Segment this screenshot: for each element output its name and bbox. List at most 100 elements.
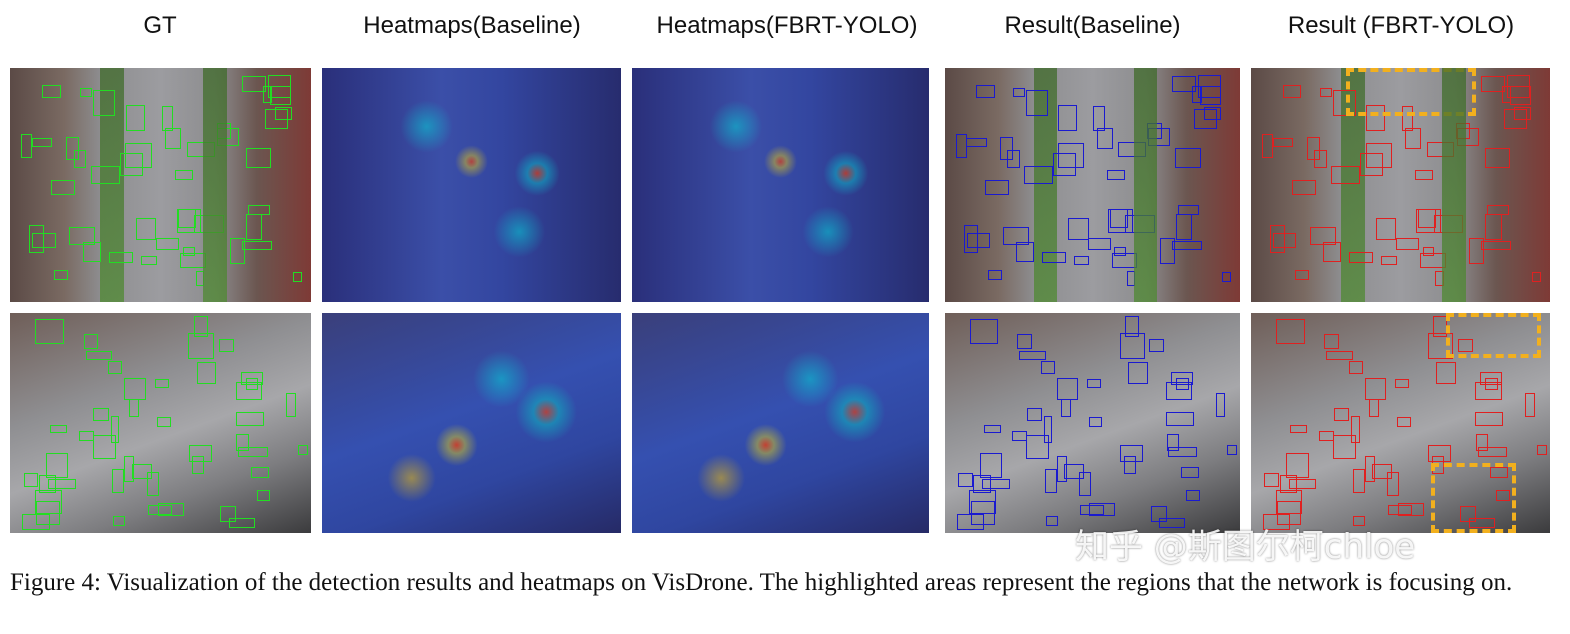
detection-box — [79, 87, 92, 97]
detection-box — [1003, 226, 1029, 246]
detection-box — [1150, 505, 1167, 523]
detection-box — [1058, 105, 1078, 131]
detection-box — [1177, 204, 1200, 215]
detection-box — [82, 242, 101, 262]
detection-box — [36, 500, 61, 526]
detection-box — [1264, 472, 1280, 488]
detection-box — [999, 137, 1013, 161]
detection-box — [93, 408, 109, 421]
detection-box — [1080, 504, 1105, 515]
detection-box — [1291, 179, 1316, 195]
detection-box — [1477, 447, 1507, 457]
detection-box — [49, 424, 67, 434]
detection-box — [1194, 108, 1218, 129]
detection-box — [1422, 246, 1435, 257]
detection-box — [1007, 149, 1020, 168]
detection-box — [192, 456, 205, 475]
header-heatmaps-fbrt: Heatmaps(FBRT-YOLO) — [656, 12, 918, 39]
detection-box — [1227, 445, 1238, 456]
detection-box — [956, 134, 967, 158]
detection-box — [1272, 137, 1294, 147]
detection-box — [1269, 225, 1285, 254]
detection-box — [32, 233, 56, 248]
detection-box — [1436, 362, 1457, 384]
detection-box — [1279, 475, 1298, 493]
detection-box — [1026, 89, 1049, 116]
detection-box — [125, 105, 145, 131]
detection-box — [1309, 226, 1336, 246]
detection-box — [1333, 89, 1356, 116]
detection-box — [1428, 445, 1452, 462]
detection-box — [1428, 332, 1454, 360]
detection-box — [1159, 518, 1186, 528]
detection-box — [1372, 464, 1393, 480]
detection-box — [1395, 379, 1409, 388]
detection-box — [1509, 85, 1531, 105]
detection-box — [1331, 165, 1361, 185]
watermark: 知乎 @斯图尔柯chloe — [1075, 527, 1416, 567]
detection-box — [1414, 170, 1434, 181]
detection-box — [1469, 238, 1485, 264]
detection-box — [1368, 398, 1379, 417]
detection-box — [1093, 106, 1106, 131]
detection-box — [1525, 392, 1536, 417]
detection-box — [240, 372, 263, 385]
panel-heatmap-baseline-row1 — [322, 68, 621, 302]
detection-box — [1426, 141, 1455, 158]
detection-box — [1168, 447, 1198, 457]
highlight-region — [1431, 463, 1516, 533]
detection-box — [175, 170, 194, 181]
detection-box — [1123, 456, 1136, 475]
detection-box — [1124, 316, 1139, 337]
detection-box — [35, 318, 64, 345]
detection-box — [1481, 240, 1512, 251]
detection-box — [53, 270, 69, 281]
detection-box — [1127, 362, 1148, 384]
detection-box — [125, 142, 152, 168]
detection-box — [48, 478, 76, 490]
detection-box — [1475, 382, 1502, 400]
detection-box — [1114, 246, 1127, 257]
detection-box — [156, 416, 171, 427]
detection-box — [1221, 272, 1231, 283]
detection-box — [45, 452, 69, 479]
detection-box — [1333, 408, 1350, 421]
detection-box — [1057, 142, 1085, 168]
detection-box — [1107, 209, 1133, 233]
detection-box — [958, 472, 973, 488]
detection-box — [1294, 270, 1309, 281]
detection-box — [1119, 332, 1145, 360]
detection-box — [966, 137, 987, 147]
detection-box — [988, 270, 1003, 281]
detection-box — [188, 332, 214, 360]
detection-box — [1041, 361, 1056, 375]
detection-box — [182, 246, 195, 257]
detection-box — [34, 490, 62, 515]
detection-box — [39, 475, 57, 493]
detection-box — [1364, 378, 1387, 401]
detection-box — [1319, 430, 1335, 441]
detection-box — [1480, 372, 1502, 385]
detection-box — [292, 272, 302, 283]
detection-box — [1513, 107, 1531, 121]
detection-box — [1086, 379, 1101, 388]
detection-box — [235, 382, 263, 400]
detection-box — [1068, 218, 1089, 240]
detection-box — [1175, 147, 1201, 169]
detection-box — [1395, 237, 1419, 250]
detection-box — [1073, 255, 1090, 266]
detection-box — [1192, 86, 1202, 103]
detection-box — [1056, 378, 1079, 401]
detection-box — [1166, 411, 1195, 426]
detection-box — [238, 447, 268, 457]
detection-box — [229, 518, 256, 528]
detection-box — [128, 398, 139, 417]
detection-box — [92, 89, 116, 116]
detection-box — [1486, 204, 1509, 215]
detection-box — [1306, 137, 1320, 161]
detection-box — [1314, 149, 1327, 168]
detection-box — [108, 361, 123, 375]
detection-box — [1468, 518, 1495, 528]
detection-box — [1325, 350, 1353, 361]
detection-box — [147, 471, 160, 496]
